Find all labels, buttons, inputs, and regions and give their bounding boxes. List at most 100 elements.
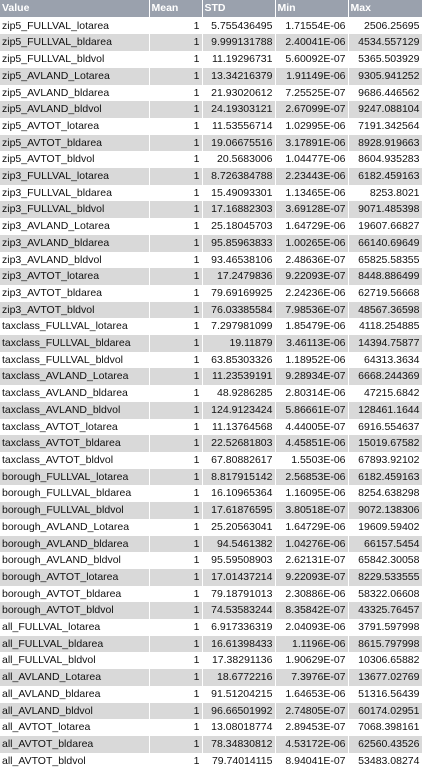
- header-max: Max: [348, 0, 422, 18]
- min-cell: 1.64653E-06: [275, 685, 349, 703]
- value-cell: borough_FULLVAL_bldarea: [0, 485, 150, 503]
- value-cell: all_FULLVAL_lotarea: [0, 619, 150, 636]
- value-cell: all_FULLVAL_bldarea: [0, 635, 150, 653]
- value-cell: zip3_AVLAND_bldarea: [0, 234, 150, 252]
- value-cell: borough_FULLVAL_lotarea: [0, 468, 150, 486]
- max-cell: 66157.5454: [348, 535, 422, 553]
- value-cell: taxclass_FULLVAL_lotarea: [0, 318, 150, 336]
- max-cell: 7068.398161: [348, 719, 422, 736]
- max-cell: 19609.59402: [348, 518, 422, 536]
- min-cell: 1.5503E-06: [275, 451, 349, 469]
- mean-cell: 1: [149, 251, 203, 269]
- min-cell: 2.24236E-06: [275, 284, 349, 302]
- std-cell: 17.16882303: [202, 201, 276, 219]
- max-cell: 6916.554637: [348, 418, 422, 436]
- min-cell: 1.91149E-06: [275, 67, 349, 85]
- value-cell: borough_AVLAND_bldarea: [0, 535, 150, 553]
- max-cell: 5365.503929: [348, 51, 422, 68]
- mean-cell: 1: [149, 568, 203, 586]
- min-cell: 3.46113E-06: [275, 335, 349, 352]
- mean-cell: 1: [149, 218, 203, 235]
- table-row: zip3_AVLAND_bldarea 1 95.85963833 1.00265E-…: [0, 234, 422, 252]
- min-cell: 9.28934E-07: [275, 368, 349, 386]
- std-cell: 25.18045703: [202, 218, 276, 235]
- table-row: zip5_FULLVAL_lotarea 1 5.755436495 1.71554E…: [0, 17, 422, 35]
- max-cell: 62560.43526: [348, 735, 422, 753]
- min-cell: 1.04477E-06: [275, 151, 349, 169]
- table-row: zip3_FULLVAL_lotarea 1 8.726384788 2.23443E…: [0, 168, 422, 185]
- value-cell: all_FULLVAL_bldvol: [0, 652, 150, 670]
- mean-cell: 1: [149, 518, 203, 536]
- table-row: zip5_AVLAND_bldvol 1 24.19303121 2.67099E-0…: [0, 101, 422, 118]
- mean-cell: 1: [149, 585, 203, 603]
- mean-cell: 1: [149, 101, 203, 118]
- table-row: taxclass_FULLVAL_bldarea 1 19.11879 3.46113…: [0, 335, 422, 352]
- table-row: zip5_AVLAND_Lotarea 1 13.34216379 1.91149E-…: [0, 67, 422, 85]
- table-row: zip5_AVTOT_lotarea 1 11.53556714 1.02995E-0…: [0, 117, 422, 135]
- mean-cell: 1: [149, 385, 203, 402]
- max-cell: 128461.1644: [348, 401, 422, 419]
- min-cell: 2.56853E-06: [275, 468, 349, 486]
- std-cell: 67.80882617: [202, 451, 276, 469]
- mean-cell: 1: [149, 134, 203, 152]
- max-cell: 6182.459163: [348, 168, 422, 185]
- min-cell: 1.71554E-06: [275, 17, 349, 35]
- std-cell: 17.61876595: [202, 502, 276, 519]
- min-cell: 4.45851E-06: [275, 435, 349, 452]
- max-cell: 7191.342564: [348, 117, 422, 135]
- value-cell: all_AVLAND_Lotarea: [0, 669, 150, 686]
- mean-cell: 1: [149, 685, 203, 703]
- std-cell: 21.93020612: [202, 84, 276, 102]
- max-cell: 8254.638298: [348, 485, 422, 503]
- table-row: all_FULLVAL_lotarea 1 6.917336319 2.04093E-…: [0, 619, 422, 636]
- table-row: zip5_AVTOT_bldvol 1 20.5683006 1.04477E-06 8…: [0, 151, 422, 169]
- mean-cell: 1: [149, 652, 203, 670]
- mean-cell: 1: [149, 117, 203, 135]
- max-cell: 3791.597998: [348, 619, 422, 636]
- mean-cell: 1: [149, 184, 203, 202]
- std-cell: 78.34830812: [202, 735, 276, 753]
- table-row: zip5_FULLVAL_bldarea 1 9.999131788 2.40041E…: [0, 34, 422, 52]
- value-cell: zip5_AVLAND_bldvol: [0, 101, 150, 118]
- mean-cell: 1: [149, 485, 203, 503]
- table-row: all_AVTOT_bldarea 1 78.34830812 4.53172E-06…: [0, 735, 422, 753]
- max-cell: 67893.92102: [348, 451, 422, 469]
- min-cell: 2.80314E-06: [275, 385, 349, 402]
- mean-cell: 1: [149, 335, 203, 352]
- table-row: borough_FULLVAL_lotarea 1 8.817915142 2.568…: [0, 468, 422, 486]
- std-cell: 11.23539191: [202, 368, 276, 386]
- table-row: all_AVTOT_bldvol 1 79.74014115 8.94041E-07 5…: [0, 752, 422, 769]
- min-cell: 5.60092E-07: [275, 51, 349, 68]
- std-cell: 79.74014115: [202, 752, 276, 769]
- std-cell: 11.19296731: [202, 51, 276, 68]
- mean-cell: 1: [149, 51, 203, 68]
- max-cell: 66140.69649: [348, 234, 422, 252]
- std-cell: 95.85963833: [202, 234, 276, 252]
- value-cell: zip5_FULLVAL_bldarea: [0, 34, 150, 52]
- mean-cell: 1: [149, 735, 203, 753]
- value-cell: borough_FULLVAL_bldvol: [0, 502, 150, 519]
- min-cell: 2.40041E-06: [275, 34, 349, 52]
- mean-cell: 1: [149, 284, 203, 302]
- value-cell: zip3_AVTOT_bldvol: [0, 301, 150, 319]
- std-cell: 17.2479836: [202, 268, 276, 285]
- mean-cell: 1: [149, 418, 203, 436]
- max-cell: 10306.65882: [348, 652, 422, 670]
- std-cell: 13.34216379: [202, 67, 276, 85]
- value-cell: zip3_AVTOT_lotarea: [0, 268, 150, 285]
- max-cell: 4534.557129: [348, 34, 422, 52]
- std-cell: 7.297981099: [202, 318, 276, 336]
- value-cell: taxclass_AVTOT_bldarea: [0, 435, 150, 452]
- mean-cell: 1: [149, 84, 203, 102]
- min-cell: 1.00265E-06: [275, 234, 349, 252]
- mean-cell: 1: [149, 602, 203, 620]
- std-cell: 11.13764568: [202, 418, 276, 436]
- value-cell: all_AVTOT_bldarea: [0, 735, 150, 753]
- max-cell: 9247.088104: [348, 101, 422, 118]
- table-row: taxclass_AVTOT_bldarea 1 22.52681803 4.4585…: [0, 435, 422, 452]
- value-cell: taxclass_AVLAND_bldvol: [0, 401, 150, 419]
- value-cell: taxclass_FULLVAL_bldvol: [0, 351, 150, 369]
- max-cell: 8604.935283: [348, 151, 422, 169]
- min-cell: 1.13465E-06: [275, 184, 349, 202]
- std-cell: 11.53556714: [202, 117, 276, 135]
